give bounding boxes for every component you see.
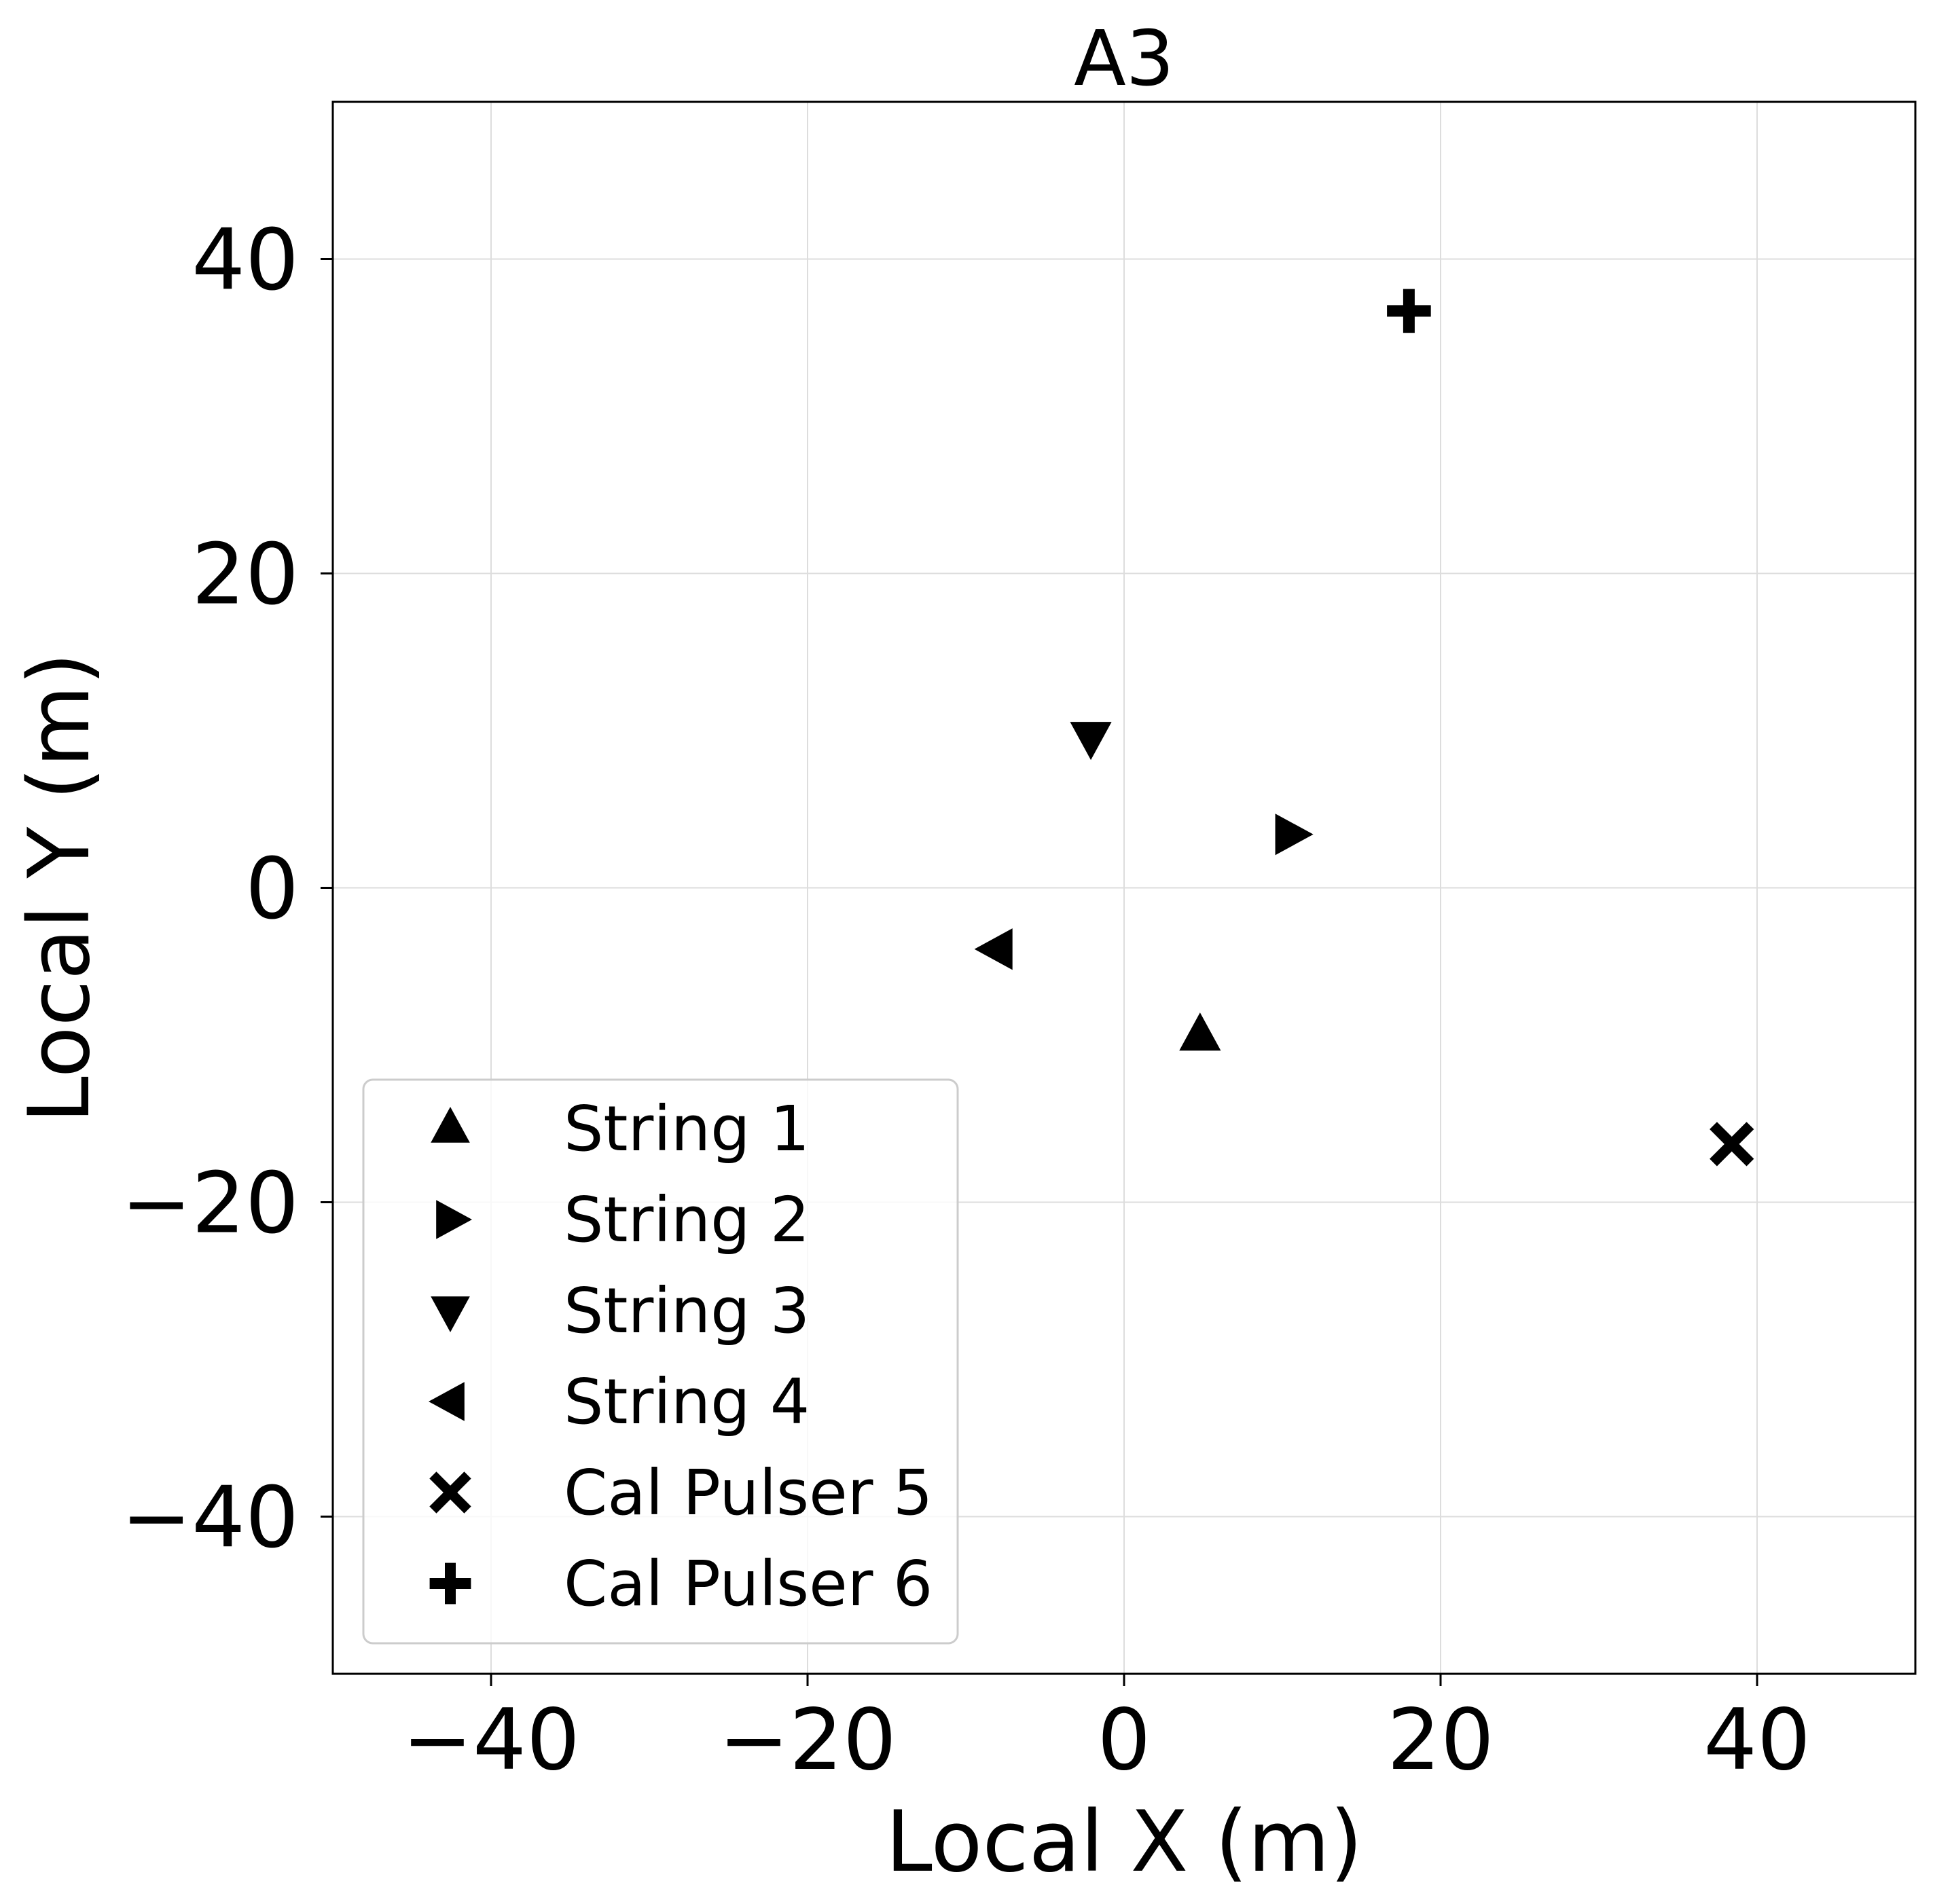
y-tick-label: 0 (245, 841, 299, 938)
data-point-triangle-left (974, 928, 1013, 970)
legend-label: Cal Pulser 5 (564, 1457, 933, 1529)
x-tick-label: −20 (719, 1691, 897, 1789)
x-tick-label: 40 (1703, 1691, 1811, 1789)
legend-marker-triangle-down (431, 1296, 470, 1332)
x-tick-label: 0 (1098, 1691, 1151, 1789)
y-axis-ticks: −40 −20 0 20 40 (121, 212, 333, 1567)
legend-marker-triangle-left (429, 1382, 465, 1421)
legend-box (362, 1078, 959, 1645)
legend-label: String 4 (564, 1366, 810, 1438)
legend-label: String 1 (564, 1093, 810, 1165)
y-tick-label: −40 (121, 1469, 299, 1567)
x-axis-ticks: −40 −20 0 20 40 (402, 1674, 1811, 1789)
y-tick-label: −20 (121, 1155, 299, 1253)
x-tick-label: 20 (1387, 1691, 1494, 1789)
data-markers (974, 289, 1754, 1167)
y-tick-label: 20 (192, 526, 299, 624)
data-point-triangle-down (1070, 722, 1112, 761)
data-point-triangle-right (1275, 813, 1314, 856)
legend: String 1 String 2 String 3 String 4 Cal Puls… (362, 1078, 959, 1645)
legend-label: Cal Pulser 6 (564, 1548, 933, 1620)
data-point-plus (1387, 289, 1431, 333)
legend-marker-x-cross (429, 1471, 471, 1514)
chart-title: A3 (1074, 15, 1174, 103)
x-axis-title: Local X (m) (886, 1793, 1363, 1891)
grid-lines (333, 102, 1915, 1674)
legend-items: String 1 String 2 String 3 String 4 Cal Puls… (429, 1093, 933, 1620)
data-point-x-cross (1710, 1122, 1754, 1167)
data-point-triangle-up (1179, 1012, 1221, 1051)
legend-marker-plus (429, 1562, 471, 1605)
legend-label: String 2 (564, 1184, 810, 1256)
y-tick-label: 40 (192, 212, 299, 310)
y-axis-title: Local Y (m) (11, 653, 109, 1124)
legend-marker-triangle-up (431, 1107, 470, 1143)
legend-label: String 3 (564, 1275, 810, 1347)
x-tick-label: −40 (402, 1691, 580, 1789)
legend-marker-triangle-right (436, 1200, 472, 1239)
